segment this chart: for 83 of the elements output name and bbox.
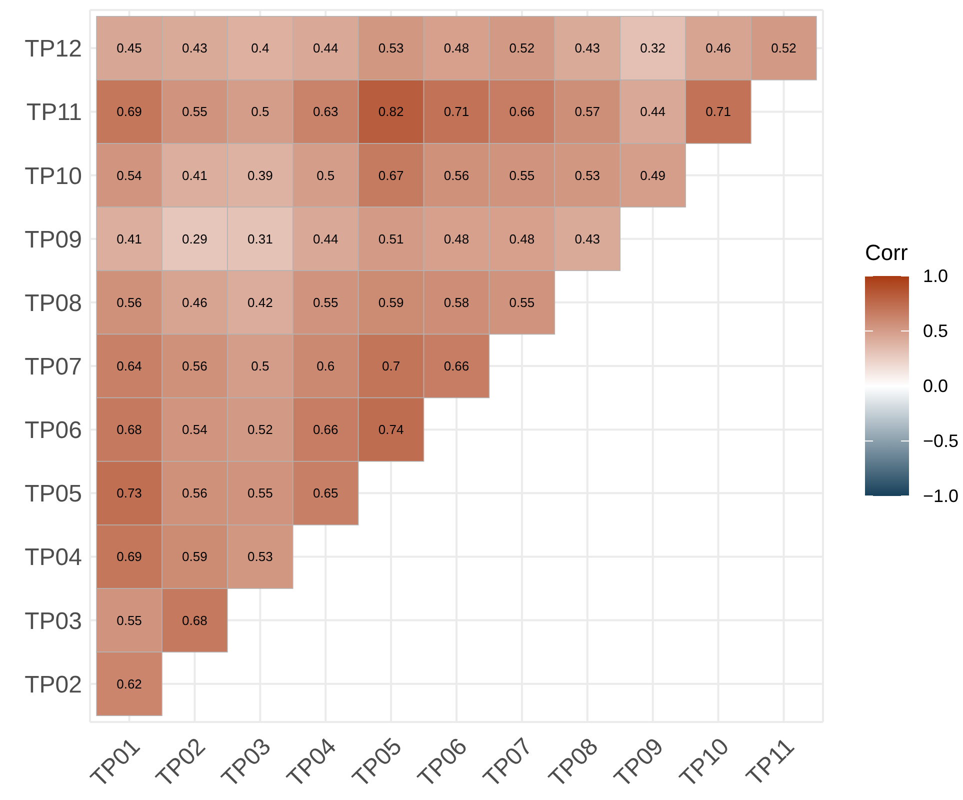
data-label: 0.59 (182, 549, 208, 564)
data-label: 0.49 (640, 168, 666, 183)
data-label: 0.67 (378, 168, 404, 183)
y-tick-label: TP07 (24, 354, 82, 381)
data-label: 0.43 (574, 40, 600, 56)
y-tick-label: TP06 (24, 417, 82, 444)
data-label: 0.41 (116, 231, 142, 246)
data-label: 0.55 (509, 168, 535, 183)
data-label: 0.64 (116, 358, 142, 374)
data-label: 0.52 (771, 40, 796, 56)
data-label: 0.57 (574, 104, 600, 120)
color-bar-label: 0.0 (923, 376, 948, 396)
y-tick-label: TP05 (24, 480, 82, 508)
color-bar-label: −0.5 (923, 431, 959, 451)
y-tick-label: TP03 (24, 608, 82, 635)
data-label: 0.55 (509, 294, 535, 310)
data-label: 0.55 (182, 104, 208, 120)
data-label: 0.55 (116, 612, 142, 628)
color-bar-label: 0.5 (923, 321, 948, 341)
data-label: 0.71 (444, 104, 470, 120)
data-label: 0.39 (248, 168, 273, 183)
data-label: 0.52 (248, 422, 273, 438)
data-label: 0.6 (316, 358, 335, 374)
data-label: 0.66 (509, 104, 535, 120)
y-tick-label: TP09 (24, 226, 82, 254)
data-label: 0.71 (706, 104, 731, 120)
data-label: 0.69 (116, 549, 142, 564)
data-label: 0.44 (312, 40, 338, 56)
data-label: 0.69 (116, 104, 142, 120)
data-label: 0.53 (248, 549, 273, 564)
data-label: 0.5 (251, 104, 270, 120)
data-label: 0.82 (378, 104, 404, 120)
data-label: 0.43 (182, 40, 208, 56)
data-label: 0.7 (382, 358, 400, 374)
data-label: 0.48 (444, 40, 470, 56)
data-label: 0.42 (248, 294, 273, 310)
y-tick-label: TP02 (24, 671, 82, 698)
data-label: 0.51 (378, 231, 404, 246)
data-label: 0.55 (312, 294, 338, 310)
data-label: 0.41 (182, 168, 208, 183)
data-label: 0.53 (378, 40, 404, 56)
color-bar-title: Corr (865, 240, 908, 265)
data-label: 0.68 (116, 422, 142, 438)
data-label: 0.59 (378, 294, 404, 310)
data-label: 0.4 (251, 40, 270, 56)
data-label: 0.66 (312, 422, 338, 438)
data-label: 0.62 (116, 676, 142, 692)
data-label: 0.66 (444, 358, 470, 374)
y-tick-label: TP04 (24, 544, 82, 572)
data-label: 0.48 (444, 231, 470, 246)
data-label: 0.53 (574, 168, 600, 183)
data-label: 0.63 (312, 104, 338, 120)
data-label: 0.54 (116, 168, 142, 183)
data-label: 0.44 (640, 104, 666, 120)
y-tick-label: TP11 (26, 99, 82, 126)
y-tick-label: TP08 (24, 290, 82, 317)
data-label: 0.48 (509, 231, 535, 246)
data-label: 0.65 (312, 486, 338, 501)
data-label: 0.31 (248, 231, 273, 246)
data-label: 0.5 (251, 358, 270, 374)
data-label: 0.29 (182, 231, 208, 246)
data-label: 0.56 (182, 486, 208, 501)
data-label: 0.46 (706, 40, 731, 56)
data-label: 0.73 (116, 486, 142, 501)
data-label: 0.54 (182, 422, 208, 438)
data-label: 0.58 (444, 294, 470, 310)
data-label: 0.55 (248, 486, 273, 501)
data-label: 0.43 (574, 231, 600, 246)
color-bar-label: 1.0 (923, 266, 948, 286)
data-label: 0.56 (182, 358, 208, 374)
data-label: 0.5 (316, 168, 335, 183)
y-tick-label: TP12 (24, 36, 82, 63)
data-label: 0.45 (116, 40, 142, 56)
data-label: 0.56 (116, 294, 142, 310)
data-label: 0.68 (182, 612, 208, 628)
data-label: 0.74 (378, 422, 404, 438)
data-label: 0.32 (640, 40, 666, 56)
y-tick-label: TP10 (24, 162, 82, 190)
data-label: 0.46 (182, 294, 208, 310)
color-bar-label: −1.0 (923, 486, 959, 506)
data-label: 0.52 (509, 40, 535, 56)
data-label: 0.56 (444, 168, 470, 183)
data-label: 0.44 (312, 231, 338, 246)
